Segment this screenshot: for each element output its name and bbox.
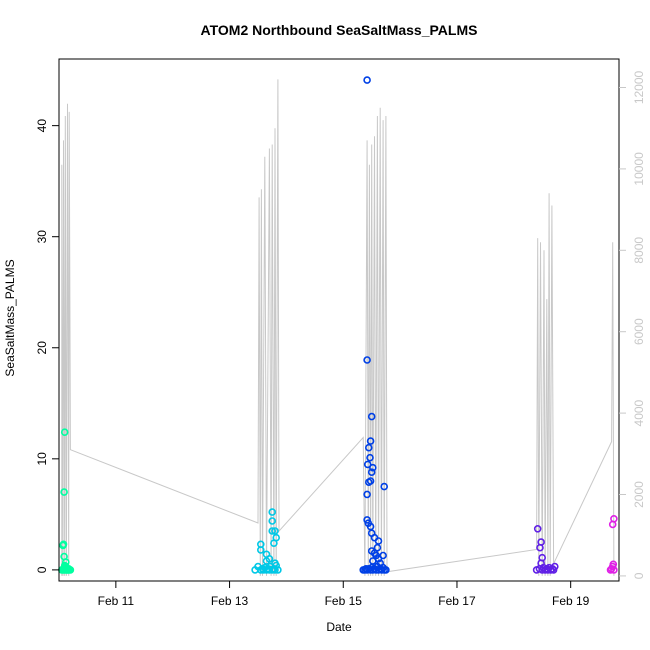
data-point bbox=[60, 561, 69, 570]
y-tick-label: 20 bbox=[35, 341, 49, 355]
x-tick-label: Feb 19 bbox=[552, 594, 590, 608]
y-axis-right: 0 2000 4000 6000 8000 10000 12000 bbox=[619, 70, 646, 579]
data-point bbox=[363, 356, 371, 364]
data-point bbox=[256, 546, 265, 554]
data-point bbox=[272, 533, 281, 542]
altitude-series-line bbox=[61, 79, 615, 576]
y2-tick-label: 8000 bbox=[632, 237, 646, 264]
data-point bbox=[364, 443, 373, 452]
data-point bbox=[271, 559, 279, 568]
y-tick-label: 30 bbox=[35, 230, 49, 244]
data-point bbox=[537, 559, 545, 568]
data-point bbox=[610, 566, 618, 574]
data-point bbox=[533, 524, 542, 533]
data-point bbox=[382, 566, 390, 574]
y2-tick-label: 12000 bbox=[632, 70, 646, 104]
data-point bbox=[271, 527, 279, 535]
data-point bbox=[367, 412, 376, 421]
data-point bbox=[368, 463, 377, 472]
data-point bbox=[364, 478, 373, 487]
data-point bbox=[367, 468, 376, 477]
y-axis-label: SeaSaltMass_PALMS bbox=[3, 259, 17, 376]
chart-title: ATOM2 Northbound SeaSaltMass_PALMS bbox=[201, 22, 478, 38]
data-point bbox=[363, 76, 371, 84]
y-tick-label: 0 bbox=[35, 566, 49, 573]
y2-tick-label: 4000 bbox=[632, 399, 646, 426]
data-point bbox=[363, 490, 371, 499]
data-point bbox=[550, 562, 559, 571]
data-point bbox=[366, 437, 375, 445]
data-point bbox=[66, 566, 75, 574]
data-point bbox=[380, 482, 389, 491]
data-point bbox=[62, 558, 70, 566]
x-tick-label: Feb 13 bbox=[211, 594, 249, 608]
y-axis-left: 0 10 20 30 40 bbox=[35, 119, 59, 573]
data-point bbox=[363, 460, 372, 469]
data-point bbox=[610, 514, 618, 523]
y2-tick-label: 6000 bbox=[632, 318, 646, 345]
y2-tick-label: 10000 bbox=[632, 152, 646, 186]
y-tick-label: 10 bbox=[35, 452, 49, 466]
data-point bbox=[60, 428, 69, 437]
data-point bbox=[60, 488, 68, 496]
data-point bbox=[368, 557, 377, 565]
x-tick-label: Feb 17 bbox=[438, 594, 476, 608]
y-tick-label: 40 bbox=[35, 119, 49, 133]
data-point bbox=[268, 517, 277, 525]
x-tick-label: Feb 11 bbox=[98, 594, 135, 608]
data-point bbox=[373, 543, 382, 552]
data-point bbox=[268, 508, 277, 516]
data-point bbox=[536, 543, 544, 552]
x-tick-label: Feb 15 bbox=[325, 594, 363, 608]
data-point bbox=[265, 554, 274, 563]
x-axis-label: Date bbox=[326, 620, 352, 634]
data-point bbox=[268, 527, 277, 535]
data-point bbox=[274, 566, 282, 574]
data-point bbox=[366, 453, 374, 462]
plot-frame bbox=[58, 58, 620, 582]
x-axis: Feb 11 Feb 13 Feb 15 Feb 17 Feb 19 bbox=[98, 581, 590, 608]
data-point bbox=[374, 537, 383, 545]
data-point bbox=[59, 540, 68, 549]
altitude-line-layer bbox=[61, 79, 615, 576]
y2-tick-label: 2000 bbox=[632, 481, 646, 508]
y2-tick-label: 0 bbox=[632, 572, 646, 579]
points-layer bbox=[57, 76, 618, 574]
data-point bbox=[376, 559, 385, 568]
